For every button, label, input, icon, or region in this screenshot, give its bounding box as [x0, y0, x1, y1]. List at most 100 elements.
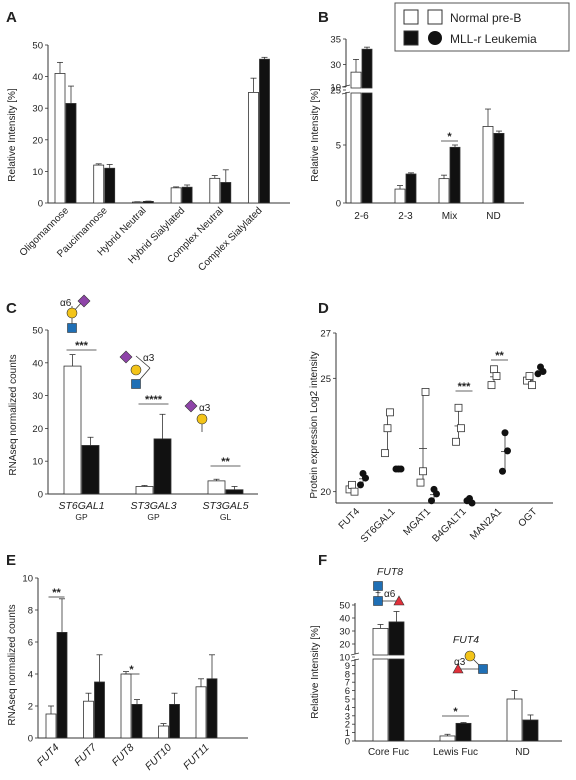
y-axis-label: Protein expression Log2 intensity [309, 351, 320, 498]
y-tick-label: 50 [32, 326, 43, 337]
bar [120, 673, 132, 739]
axis-break [350, 652, 360, 656]
bar [439, 735, 456, 742]
axis-break [341, 91, 351, 95]
y-tick-label: 0 [336, 199, 341, 210]
y-tick-label: 20 [32, 424, 43, 435]
data-point-circle [357, 481, 364, 489]
bar [104, 167, 116, 204]
data-point-circle [501, 429, 509, 437]
data-point-square [490, 365, 498, 374]
glcnac-square [131, 379, 141, 389]
fucose-triangle [393, 595, 405, 606]
y-axis-label: Relative Intensity [%] [310, 88, 321, 182]
data-point-square [419, 467, 427, 476]
data-point-circle [539, 368, 547, 376]
y-axis-label: RNAseq normalized counts [8, 354, 19, 475]
significance-label: ** [495, 350, 504, 362]
bar [56, 632, 68, 739]
y-tick-label: 20 [339, 640, 350, 651]
legend-marker-square [427, 9, 443, 25]
data-point-square [452, 437, 460, 446]
linkage-label: α3 [199, 403, 211, 414]
data-point-circle [397, 465, 405, 473]
bar [181, 186, 193, 204]
y-tick-label: 10 [22, 574, 33, 585]
sialic-acid-diamond [184, 399, 198, 413]
y-tick-label: 5 [336, 141, 341, 152]
bar [153, 438, 172, 495]
bar-upper [350, 71, 362, 89]
glycan-bond [135, 355, 151, 369]
bar [209, 177, 221, 204]
linkage-label: α6 [384, 589, 396, 600]
bar [83, 700, 94, 739]
bar [206, 678, 218, 739]
y-tick-label: 2 [28, 702, 33, 713]
bar [142, 201, 154, 204]
significance-label: *** [458, 381, 472, 393]
bar-lower [372, 658, 389, 742]
bar-upper [372, 628, 389, 656]
panel-label-b: B [318, 9, 329, 26]
y-axis-label: Relative Intensity [%] [7, 88, 18, 182]
x-tick-label: Mix [442, 211, 458, 222]
x-tick-label: FUT11 [181, 742, 212, 773]
y-tick-label: 0 [28, 734, 33, 745]
y-tick-label: 5 [345, 695, 350, 706]
x-tick-label: OGT [517, 506, 540, 529]
bar [493, 132, 505, 204]
significance-label: * [453, 706, 458, 718]
bar [449, 146, 461, 204]
legend-swatch [403, 30, 419, 46]
bar [207, 480, 226, 495]
x-tick-label: ST3GAL5 [202, 500, 248, 512]
bar [63, 365, 82, 495]
y-tick-label: 6 [345, 686, 350, 697]
y-axis-label: Relative Intensity [%] [310, 625, 321, 719]
galactose-circle [464, 650, 476, 662]
fucose-triangle [452, 663, 464, 674]
glcnac-square [373, 581, 383, 591]
y-tick-label: 7 [345, 678, 350, 689]
x-tick-label: FUT8 [110, 742, 137, 769]
bar [158, 725, 169, 739]
y-tick-label: 20 [320, 487, 331, 498]
bar [169, 704, 180, 739]
x-tick-label: ST6GAL1 [58, 500, 104, 512]
significance-label: ** [221, 456, 230, 468]
x-tick-label: FUT7 [72, 741, 100, 769]
data-point-square [525, 372, 534, 380]
data-point-square [383, 424, 392, 433]
axis-break [350, 658, 360, 662]
x-tick-label: ST3GAL3 [130, 500, 176, 512]
x-tick-label: ND [515, 747, 529, 758]
bar [225, 489, 244, 495]
glcnac-square [373, 596, 383, 606]
x-tick-sublabel: GP [147, 512, 160, 522]
y-tick-label: 0 [345, 737, 350, 748]
bar [522, 719, 539, 742]
bar [482, 126, 494, 204]
linkage-label: α3 [143, 353, 155, 364]
y-tick-label: 30 [330, 60, 341, 71]
y-tick-label: 25 [320, 374, 331, 385]
bar [195, 686, 207, 739]
bar [170, 187, 182, 204]
bar-lower [350, 92, 362, 204]
legend-label: Normal pre-B [450, 11, 521, 25]
y-tick-label: 4 [28, 670, 33, 681]
bar [220, 182, 232, 204]
y-tick-label: 4 [345, 703, 350, 714]
x-tick-label: ND [486, 211, 500, 222]
bar [135, 486, 154, 495]
bar [93, 164, 105, 204]
y-tick-label: 0 [38, 490, 43, 501]
y-tick-label: 20 [32, 135, 43, 146]
y-tick-label: 30 [339, 627, 350, 638]
bar [506, 698, 523, 742]
data-point-circle [362, 474, 369, 482]
legend-marker-circle [428, 31, 442, 45]
data-point-circle [468, 499, 476, 507]
sialic-acid-diamond [119, 350, 133, 364]
